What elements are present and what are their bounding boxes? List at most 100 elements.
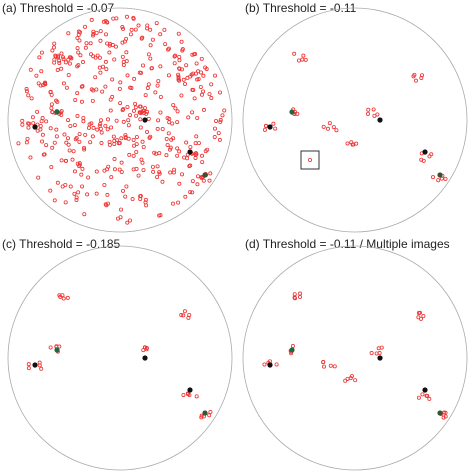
detection (75, 114, 80, 119)
detection (222, 108, 227, 113)
detection (94, 169, 99, 174)
detection (112, 141, 117, 146)
detection (83, 132, 88, 137)
detection (195, 115, 200, 120)
detection (86, 175, 91, 180)
detection (38, 123, 43, 128)
detection (213, 73, 218, 78)
detection (177, 181, 182, 186)
detection (73, 97, 78, 102)
detection (190, 52, 195, 57)
detection (39, 366, 44, 371)
source (437, 410, 443, 416)
detection (94, 30, 99, 35)
detection (157, 151, 162, 156)
detection (137, 104, 142, 109)
detection (39, 119, 44, 124)
detection (158, 110, 163, 115)
detection (107, 50, 112, 55)
detection (195, 182, 200, 187)
detection (177, 66, 182, 71)
detection (112, 57, 117, 62)
detection (113, 44, 118, 49)
detection (94, 87, 99, 92)
detection (40, 116, 45, 121)
detection (158, 64, 163, 69)
detection (345, 376, 350, 381)
detection (26, 366, 31, 371)
detection (188, 190, 193, 195)
detection (83, 24, 88, 29)
detection (80, 166, 85, 171)
detection (59, 66, 64, 71)
detection (188, 74, 193, 79)
detection (55, 68, 60, 73)
detection (146, 116, 151, 121)
detection (177, 149, 182, 154)
detection (155, 83, 160, 88)
detection (64, 140, 69, 145)
detection (37, 55, 42, 60)
detection (146, 82, 151, 87)
detection (145, 129, 150, 134)
detection (353, 378, 358, 383)
detection (25, 136, 30, 141)
detection (204, 66, 209, 71)
detection (262, 362, 267, 367)
detection (417, 310, 422, 315)
detection (118, 80, 123, 85)
detection (168, 145, 173, 150)
detection (54, 98, 59, 103)
detection (208, 171, 213, 176)
detection (59, 158, 64, 163)
detection (80, 84, 85, 89)
detection (165, 116, 170, 121)
detection (155, 126, 160, 131)
detection (345, 141, 350, 146)
detection (101, 64, 106, 69)
detection (112, 157, 117, 162)
detection (207, 92, 212, 97)
detection (179, 93, 184, 98)
detection (36, 175, 41, 180)
highlight-box (300, 150, 320, 170)
detection (436, 178, 441, 183)
detection (52, 140, 57, 145)
detection (88, 140, 93, 145)
detection (171, 136, 176, 141)
detection (190, 190, 195, 195)
detection (24, 89, 29, 94)
detection (63, 60, 68, 65)
detection (166, 46, 171, 51)
detection (170, 201, 175, 206)
detection (82, 147, 87, 152)
detection (129, 27, 134, 32)
detection (137, 70, 142, 75)
source (422, 387, 428, 393)
detection (207, 178, 212, 183)
detection (77, 161, 82, 166)
detection (369, 351, 374, 356)
detection (140, 63, 145, 68)
detection (216, 131, 221, 136)
detection (300, 57, 305, 62)
detection (62, 132, 67, 137)
detection (72, 123, 77, 128)
detection (150, 164, 155, 169)
detection (24, 140, 29, 145)
detection (93, 75, 98, 80)
detection (125, 104, 130, 109)
detection (128, 113, 133, 118)
detection (50, 145, 55, 150)
detection (74, 197, 79, 202)
detection (49, 106, 54, 111)
detection (134, 113, 139, 118)
detection (427, 396, 432, 401)
detection (50, 110, 55, 115)
detection (88, 41, 93, 46)
detection (76, 190, 81, 195)
detection (181, 313, 186, 318)
detection (86, 125, 91, 130)
source (267, 362, 273, 368)
detection (29, 96, 34, 101)
